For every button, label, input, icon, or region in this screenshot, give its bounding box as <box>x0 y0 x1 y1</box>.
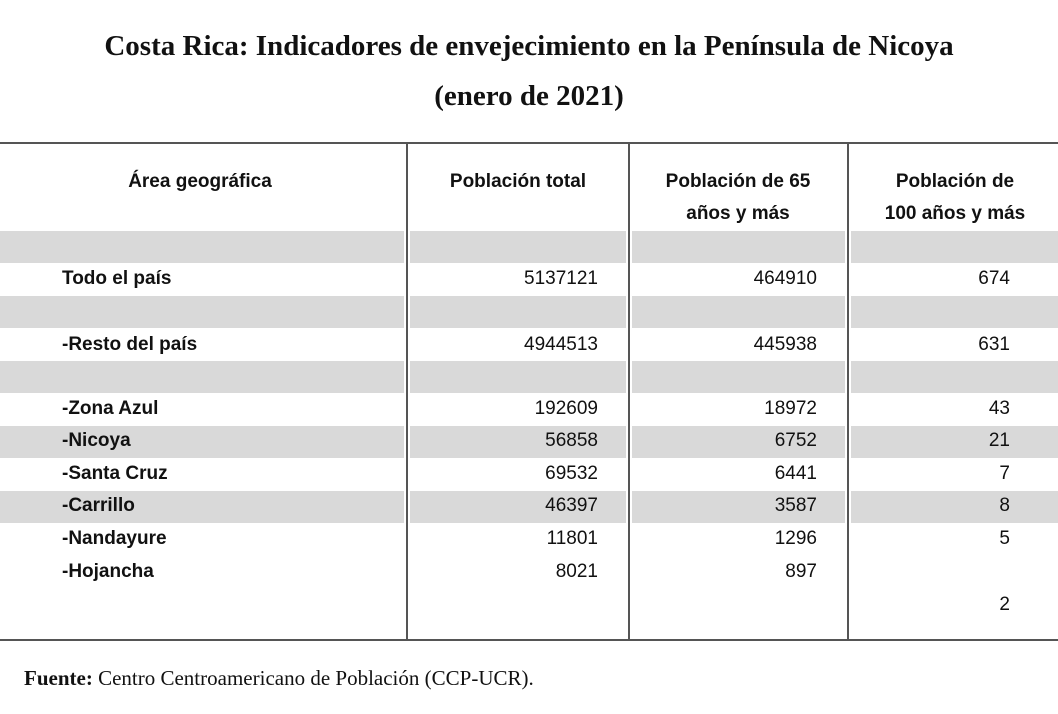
cell-value: 464910 <box>753 268 817 289</box>
subtitle: (enero de 2021) <box>434 80 624 112</box>
row-shading <box>851 426 1058 458</box>
cell-value: 6752 <box>774 430 817 451</box>
cell-value: 46397 <box>545 495 598 516</box>
row-label: -Carrillo <box>62 495 135 516</box>
title: Costa Rica: Indicadores de envejecimient… <box>104 30 954 62</box>
source-text: Centro Centroamericano de Población (CCP… <box>98 666 534 690</box>
cell-value: 5 <box>999 528 1010 549</box>
row-shading <box>632 231 845 263</box>
row-shading <box>410 231 626 263</box>
row-shading <box>0 491 404 523</box>
row-shading <box>632 296 845 328</box>
row-label: -Nandayure <box>62 528 167 549</box>
column-divider <box>406 143 408 641</box>
row-label: -Hojancha <box>62 561 154 582</box>
table-bottom-border <box>0 639 1058 641</box>
row-shading <box>0 296 404 328</box>
row-shading <box>410 361 626 393</box>
source-label: Fuente: <box>24 666 93 690</box>
row-shading <box>410 296 626 328</box>
row-label: -Zona Azul <box>62 398 159 419</box>
cell-value: 18972 <box>764 398 817 419</box>
column-header: Población de 65 años y más <box>665 171 811 224</box>
row-shading <box>851 296 1058 328</box>
row-label: -Resto del país <box>62 334 198 355</box>
table-top-border <box>0 142 1058 144</box>
row-shading <box>0 426 404 458</box>
column-divider <box>847 143 849 641</box>
row-shading <box>851 491 1058 523</box>
cell-value: 11801 <box>546 528 598 549</box>
source-note: Fuente: Centro Centroamericano de Poblac… <box>24 666 534 691</box>
row-shading <box>0 361 404 393</box>
cell-value: 3587 <box>774 495 817 516</box>
column-divider <box>628 143 630 641</box>
row-label: -Nicoya <box>62 430 131 451</box>
row-shading <box>632 426 845 458</box>
cell-value: 7 <box>999 463 1010 484</box>
row-shading <box>851 231 1058 263</box>
cell-value: 8021 <box>555 561 598 582</box>
row-shading <box>0 231 404 263</box>
cell-value: 674 <box>978 268 1010 289</box>
cell-value: 2 <box>999 594 1010 615</box>
cell-value: 897 <box>785 561 817 582</box>
row-shading <box>410 426 626 458</box>
cell-value: 5137121 <box>524 268 598 289</box>
cell-value: 21 <box>988 430 1010 451</box>
row-label: Todo el país <box>62 268 172 289</box>
column-header: Población total <box>449 171 587 192</box>
cell-value: 56858 <box>545 430 598 451</box>
row-label: -Santa Cruz <box>62 463 168 484</box>
cell-value: 445938 <box>753 334 817 355</box>
cell-value: 69532 <box>545 463 598 484</box>
row-shading <box>851 361 1058 393</box>
cell-value: 192609 <box>534 398 598 419</box>
cell-value: 43 <box>988 398 1010 419</box>
row-shading <box>632 491 845 523</box>
cell-value: 631 <box>978 334 1010 355</box>
column-header: Población de 100 años y más <box>884 171 1026 224</box>
row-shading <box>632 361 845 393</box>
row-shading <box>410 491 626 523</box>
column-header: Área geográfica <box>128 171 272 192</box>
cell-value: 4944513 <box>524 334 598 355</box>
cell-value: 8 <box>999 495 1010 516</box>
cell-value: 6441 <box>774 463 817 484</box>
cell-value: 1296 <box>774 528 817 549</box>
